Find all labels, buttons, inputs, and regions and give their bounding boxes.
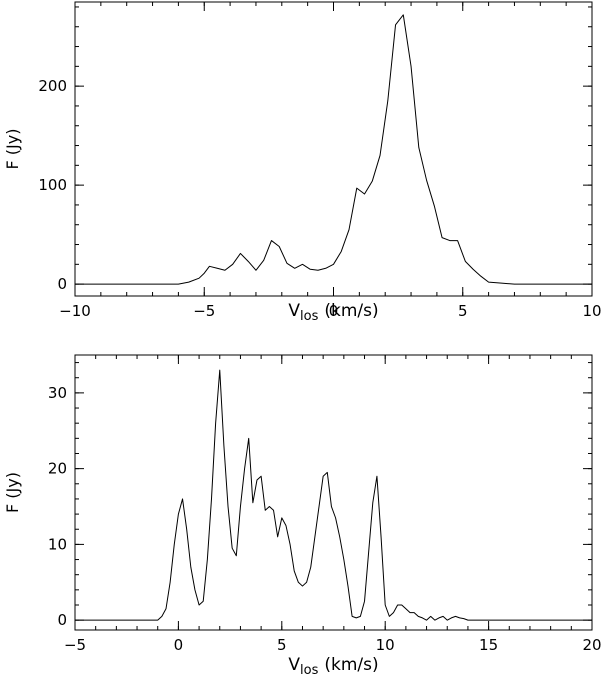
y-tick-label: 10: [48, 535, 67, 553]
x-axis-label: Vlos (km/s): [288, 301, 378, 324]
x-tick-label: 5: [277, 636, 287, 654]
x-tick-label: 15: [479, 636, 498, 654]
series-line: [75, 369, 592, 621]
y-axis-label: F (Jy): [3, 472, 22, 513]
x-tick-label: 0: [174, 636, 184, 654]
x-axis-label: Vlos (km/s): [288, 655, 378, 676]
x-tick-label: −5: [193, 302, 215, 320]
y-tick-label: 0: [57, 275, 67, 293]
x-tick-label: 10: [582, 302, 601, 320]
x-tick-label: 0: [329, 302, 339, 320]
x-tick-label: −5: [64, 636, 86, 654]
y-tick-label: 200: [38, 77, 67, 95]
x-tick-label: 10: [376, 636, 395, 654]
y-tick-label: 100: [38, 176, 67, 194]
series-line: [75, 14, 592, 285]
y-tick-label: 30: [48, 384, 67, 402]
y-axis-label: F (Jy): [3, 129, 22, 170]
y-tick-label: 20: [48, 460, 67, 478]
x-tick-label: 5: [458, 302, 468, 320]
y-tick-label: 0: [57, 611, 67, 629]
x-tick-label: −10: [59, 302, 91, 320]
chart-panel-2: −5 0 5 10 15 20 0 10 20 30 F (Jy) Vlos (km/s): [3, 354, 602, 676]
plot-frame: [74, 1, 593, 297]
x-tick-label: 20: [582, 636, 601, 654]
plot-frame: [74, 354, 593, 631]
